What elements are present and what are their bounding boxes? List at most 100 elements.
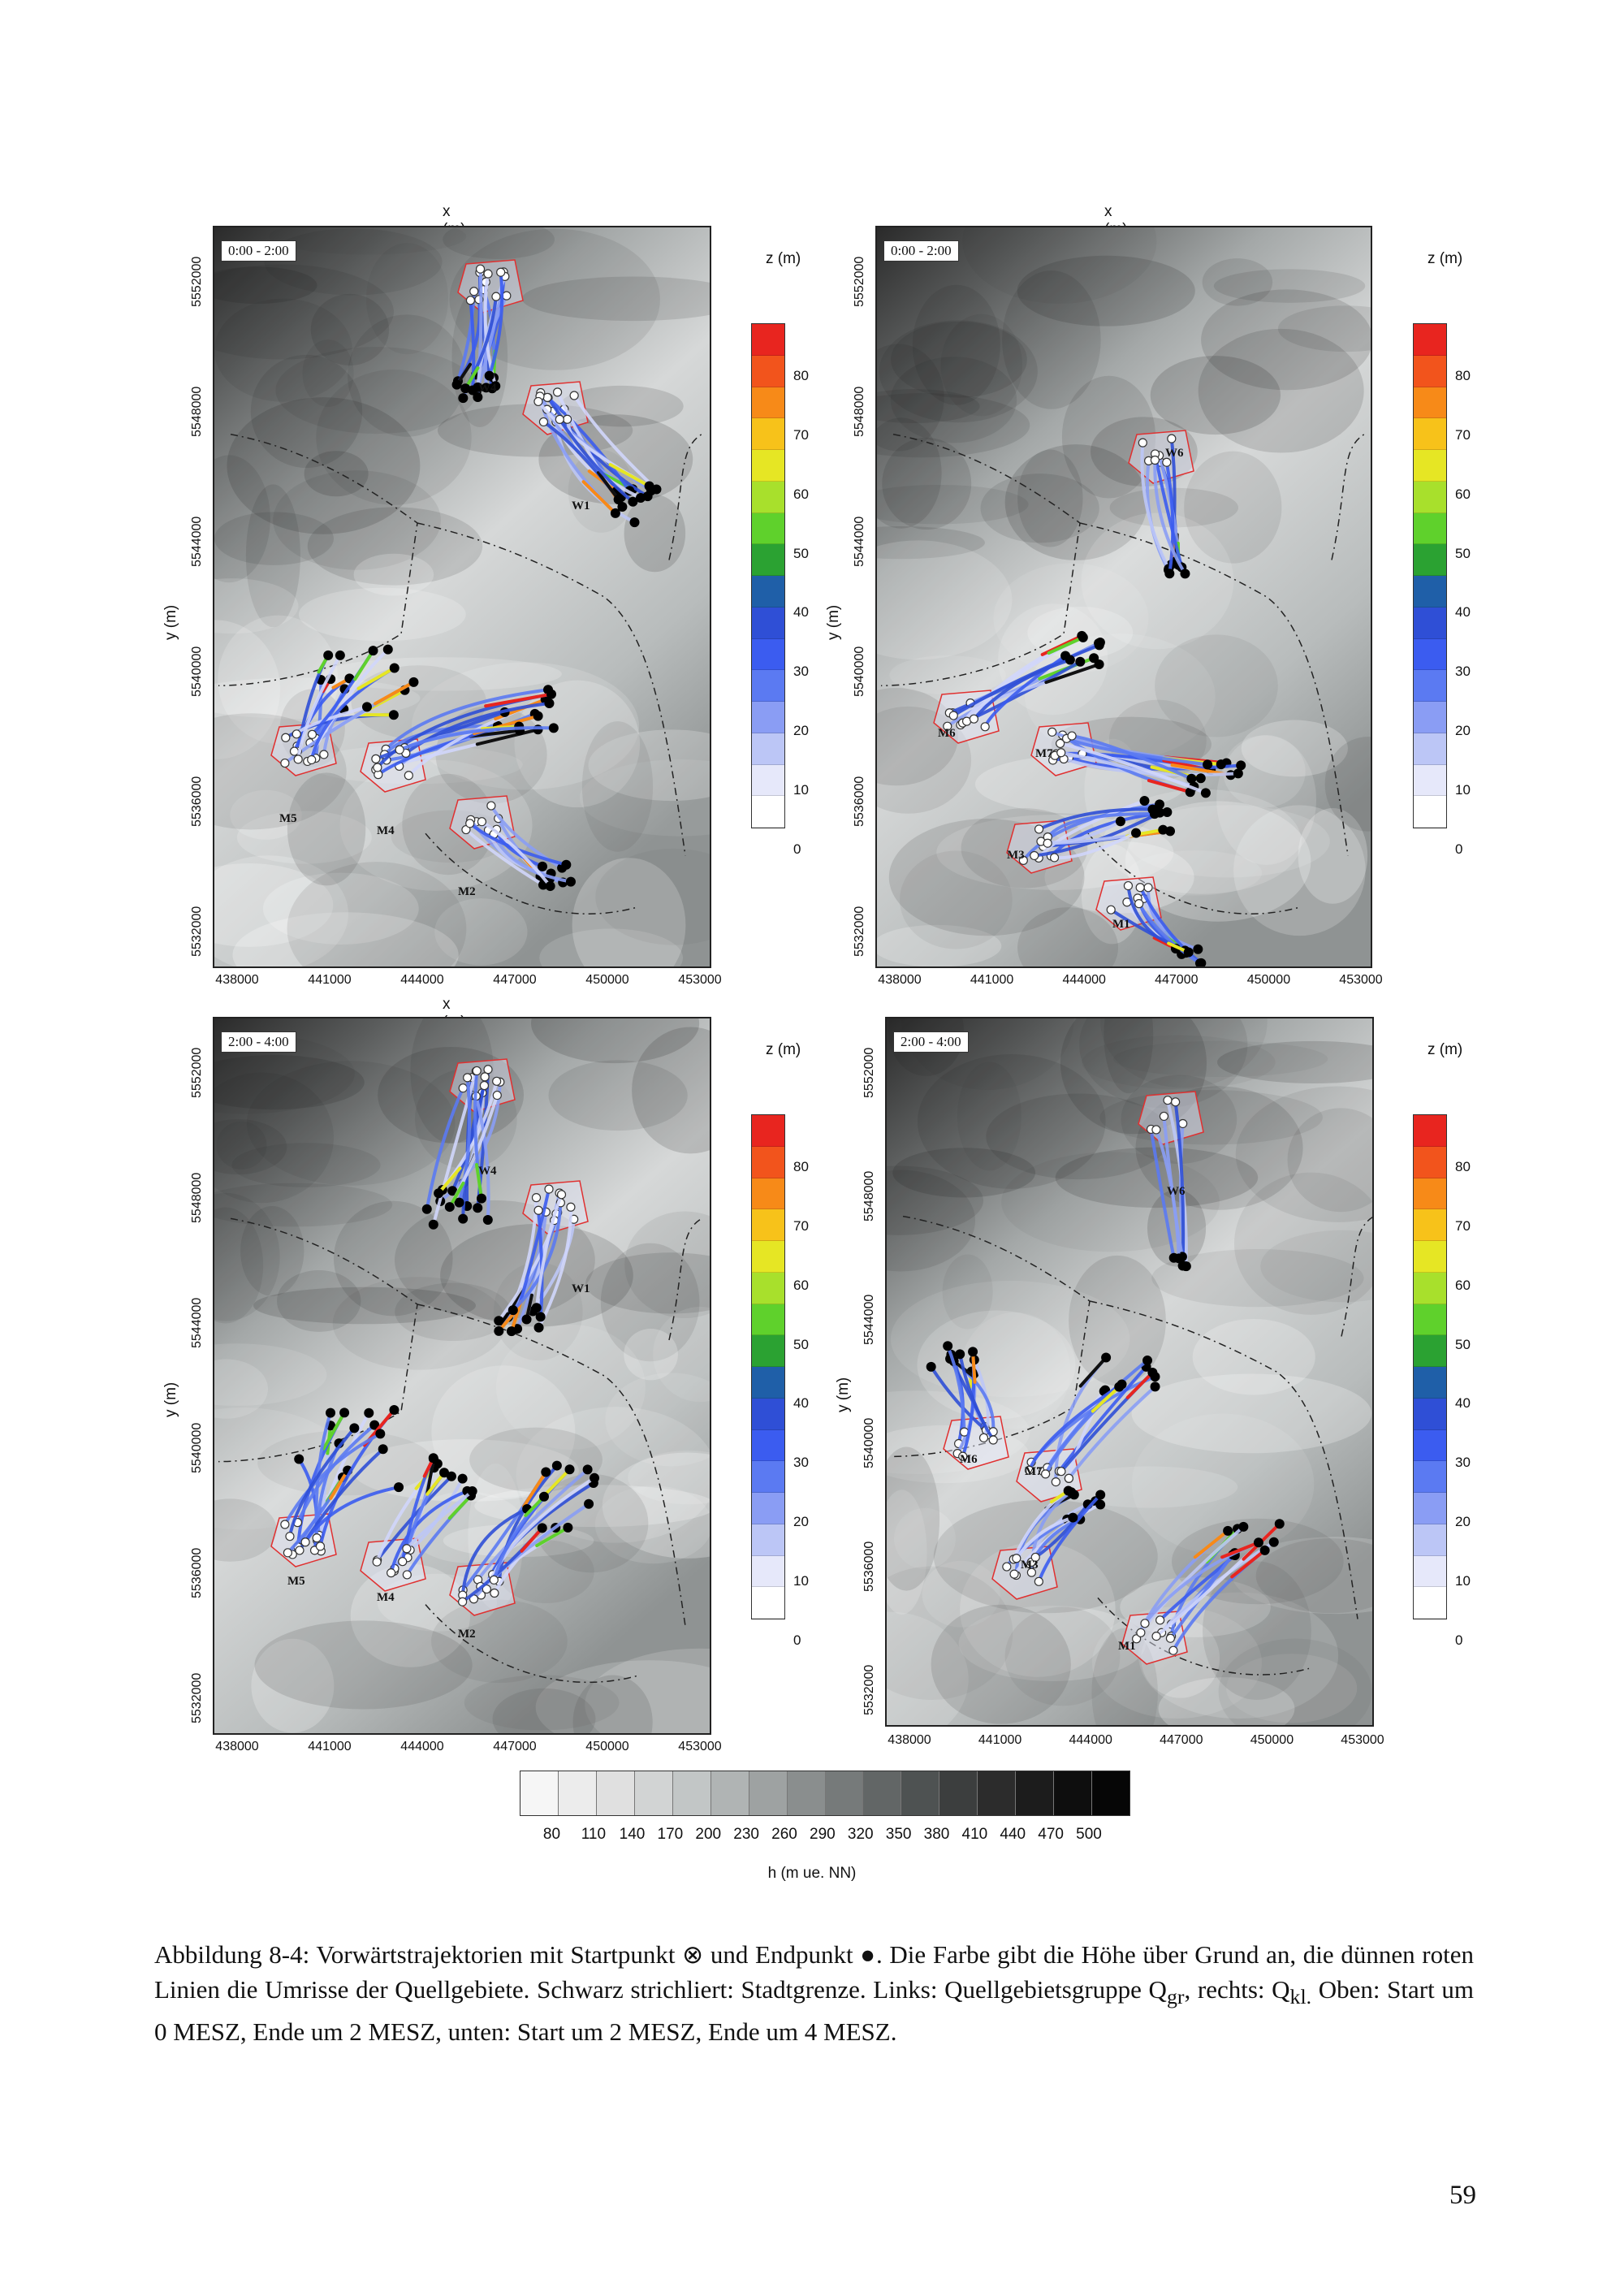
end-point-marker [617,501,628,512]
terrain-relief [240,1206,304,1296]
trajectory-line [1037,1493,1103,1584]
start-point-marker [1151,1125,1161,1135]
terrain-relief [917,1310,1076,1420]
end-point-marker [473,391,483,402]
start-point-marker [292,729,301,739]
x-tick-label: 441000 [308,973,352,987]
terrain-relief [1151,1249,1364,1308]
end-point-marker [1238,1521,1249,1532]
terrain-relief [214,1192,280,1321]
start-point-marker [477,817,487,827]
start-point-marker [483,269,493,279]
trajectory-line [946,1344,966,1434]
trajectory-line [1140,441,1171,571]
start-point-marker [1043,838,1052,848]
terrain-relief [572,1675,653,1733]
terrain-relief [624,1211,710,1318]
end-point-marker [1078,632,1088,642]
start-point-marker [544,1184,554,1194]
terrain-height-swatch [749,1771,788,1815]
end-point-marker [1063,1485,1073,1496]
trajectory-line [1052,831,1138,860]
end-point-marker [335,650,345,660]
terrain-relief [214,620,281,759]
z-legend-label: 40 [1455,1395,1471,1412]
terrain-relief [214,455,270,583]
trajectory-line [469,298,476,392]
source-region-label: M7 [1025,1465,1043,1478]
z-legend-swatch [1414,1272,1446,1304]
terrain-height-tick: 260 [771,1826,797,1843]
z-legend-label: 0 [793,841,801,857]
terrain-height-swatch [901,1771,940,1815]
start-point-marker [1178,1118,1188,1129]
terrain-relief [264,228,443,296]
trajectory-line [958,1352,996,1442]
z-legend-swatch [752,702,784,733]
terrain-relief [1017,449,1083,547]
end-point-marker [444,1202,455,1213]
terrain-relief [214,1343,327,1406]
z-legend-title: z (m) [766,250,801,267]
start-point-marker [538,417,549,427]
end-point-marker [457,1473,468,1484]
x-tick-label: 444000 [1069,1733,1112,1747]
z-legend-label: 0 [1455,1632,1463,1648]
trajectory-line [1032,811,1162,858]
terrain-relief [308,745,523,785]
start-point-marker [1132,1634,1142,1644]
z-legend-title: z (m) [766,1041,801,1058]
trajectory-line-segment [596,470,620,501]
start-point-marker [492,1090,502,1100]
z-legend-swatch [1414,1304,1446,1336]
terrain-relief [214,1119,287,1175]
trajectory-line [534,1192,564,1310]
trajectory-line [314,1411,333,1540]
terrain-relief [214,298,352,402]
terrain-relief [353,553,434,596]
terrain-relief [230,789,302,840]
z-legend-label: 20 [1455,723,1471,739]
terrain-relief [522,276,710,322]
end-point-marker [533,711,543,721]
end-point-marker [1115,816,1125,827]
end-point-marker [369,1420,380,1430]
start-point-marker [566,1202,576,1212]
z-legend-swatch [1414,324,1446,356]
terrain-relief [962,227,1157,304]
terrain-relief [1004,444,1147,560]
end-point-marker [1233,768,1243,779]
start-point-marker [1143,883,1153,893]
terrain-relief [257,1430,434,1496]
terrain-relief [585,1252,710,1314]
y-tick-label: 5532000 [190,1672,204,1723]
terrain-relief [933,1499,1158,1614]
terrain-relief [877,540,1013,660]
terrain-height-tick: 350 [885,1826,912,1843]
city-boundary [218,434,702,915]
terrain-relief [993,563,1149,674]
z-legend-label: 20 [793,1514,809,1530]
terrain-relief [922,1560,1000,1628]
terrain-relief [887,1566,1013,1701]
terrain-relief [912,284,1000,405]
end-point-marker [968,1347,978,1357]
z-legend-swatch [752,1178,784,1210]
end-point-marker [1094,640,1104,651]
source-region-label: M3 [1021,1559,1039,1572]
terrain-relief [253,1286,476,1325]
start-point-marker [395,745,404,755]
end-point-marker [1259,1545,1270,1555]
x-tick-label: 438000 [878,973,922,987]
terrain-relief [414,1069,517,1170]
terrain-relief [1150,356,1281,435]
trajectory-line [1153,458,1187,576]
trajectory-line-segment [1091,1385,1121,1413]
y-tick-label: 5544000 [853,516,866,567]
end-point-marker [451,379,462,390]
terrain-relief [594,1485,710,1564]
end-point-marker [551,1460,562,1471]
terrain-height-tick: 380 [923,1826,950,1843]
start-point-marker [1155,1615,1165,1625]
start-point-marker [465,819,475,828]
